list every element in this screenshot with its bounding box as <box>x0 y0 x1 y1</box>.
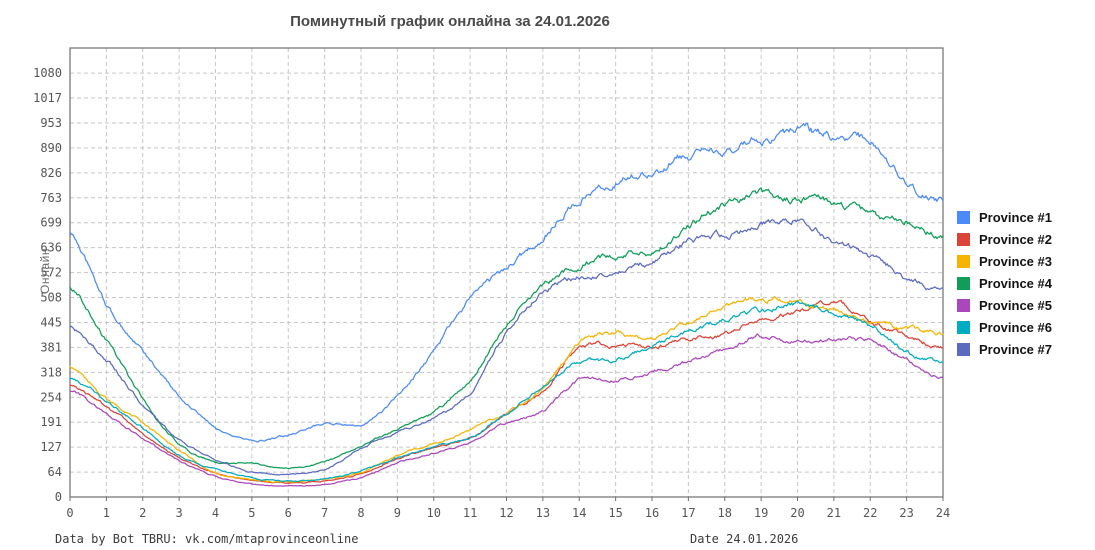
legend-swatch-icon <box>957 343 970 356</box>
series-line-province-4 <box>69 187 944 470</box>
series-line-province-6 <box>69 300 944 483</box>
legend-label: Province #7 <box>979 342 1052 357</box>
series-line-province-5 <box>69 333 944 487</box>
x-tick-label: 23 <box>899 506 913 520</box>
x-tick-label: 0 <box>66 506 73 520</box>
chart-title: Поминутный график онлайна за 24.01.2026 <box>290 13 610 30</box>
y-tick-label: 127 <box>40 440 62 454</box>
y-tick-label: 254 <box>40 390 62 404</box>
y-tick-label: 826 <box>40 166 62 180</box>
y-tick-label: 1017 <box>33 91 62 105</box>
x-tick-label: 5 <box>248 506 255 520</box>
y-tick-label: 890 <box>40 141 62 155</box>
x-tick-label: 20 <box>790 506 804 520</box>
y-tick-label: 763 <box>40 191 62 205</box>
x-tick-label: 3 <box>176 506 183 520</box>
y-tick-label: 636 <box>40 241 62 255</box>
legend-item-province-5: Province #5 <box>957 298 1052 313</box>
axis-tick-labels: 0 1 2 3 4 5 6 7 8 9 10 11 12 13 14 15 16 17 18 19 20 21 22 23 24… <box>33 66 950 520</box>
y-tick-label: 318 <box>40 365 62 379</box>
legend-swatch-icon <box>957 277 970 290</box>
x-tick-label: 17 <box>681 506 695 520</box>
y-tick-label: 0 <box>55 490 62 504</box>
series-line-province-1 <box>69 122 944 443</box>
legend-swatch-icon <box>957 255 970 268</box>
x-tick-label: 13 <box>536 506 550 520</box>
y-tick-label: 445 <box>40 315 62 329</box>
legend: Province #1 Province #2 Province #3 Provinc… <box>957 210 1052 365</box>
gridlines <box>70 48 943 497</box>
series-lines <box>69 122 944 487</box>
x-tick-label: 7 <box>321 506 328 520</box>
series-line-province-7 <box>69 218 944 476</box>
x-tick-label: 18 <box>718 506 732 520</box>
legend-swatch-icon <box>957 321 970 334</box>
y-tick-label: 191 <box>40 415 62 429</box>
x-tick-label: 9 <box>394 506 401 520</box>
y-tick-label: 953 <box>40 116 62 130</box>
y-tick-label: 64 <box>48 465 62 479</box>
axes-frame <box>69 47 944 501</box>
legend-item-province-3: Province #3 <box>957 254 1052 269</box>
legend-label: Province #2 <box>979 232 1052 247</box>
y-tick-label: 572 <box>40 266 62 280</box>
footer-date: Date 24.01.2026 <box>690 532 799 546</box>
x-tick-label: 10 <box>427 506 441 520</box>
y-tick-label: 381 <box>40 340 62 354</box>
legend-swatch-icon <box>957 233 970 246</box>
legend-item-province-2: Province #2 <box>957 232 1052 247</box>
legend-swatch-icon <box>957 299 970 312</box>
legend-label: Province #4 <box>979 276 1052 291</box>
x-tick-label: 22 <box>863 506 877 520</box>
legend-item-province-6: Province #6 <box>957 320 1052 335</box>
x-tick-label: 11 <box>463 506 477 520</box>
legend-label: Province #5 <box>979 298 1052 313</box>
legend-label: Province #1 <box>979 210 1052 225</box>
y-tick-label: 699 <box>40 216 62 230</box>
legend-label: Province #6 <box>979 320 1052 335</box>
x-tick-label: 14 <box>572 506 586 520</box>
x-tick-label: 12 <box>499 506 513 520</box>
x-tick-label: 21 <box>827 506 841 520</box>
x-tick-label: 4 <box>212 506 219 520</box>
x-tick-label: 6 <box>285 506 292 520</box>
x-tick-label: 19 <box>754 506 768 520</box>
x-tick-label: 2 <box>139 506 146 520</box>
legend-item-province-1: Province #1 <box>957 210 1052 225</box>
legend-label: Province #3 <box>979 254 1052 269</box>
x-tick-label: 15 <box>608 506 622 520</box>
legend-item-province-4: Province #4 <box>957 276 1052 291</box>
legend-item-province-7: Province #7 <box>957 342 1052 357</box>
x-tick-label: 24 <box>936 506 950 520</box>
y-tick-label: 1080 <box>33 66 62 80</box>
footer-credit: Data by Bot TBRU: vk.com/mtaprovinceonli… <box>55 532 359 546</box>
x-tick-label: 1 <box>103 506 110 520</box>
legend-swatch-icon <box>957 211 970 224</box>
x-tick-label: 16 <box>645 506 659 520</box>
y-tick-label: 508 <box>40 291 62 305</box>
x-tick-label: 8 <box>357 506 364 520</box>
